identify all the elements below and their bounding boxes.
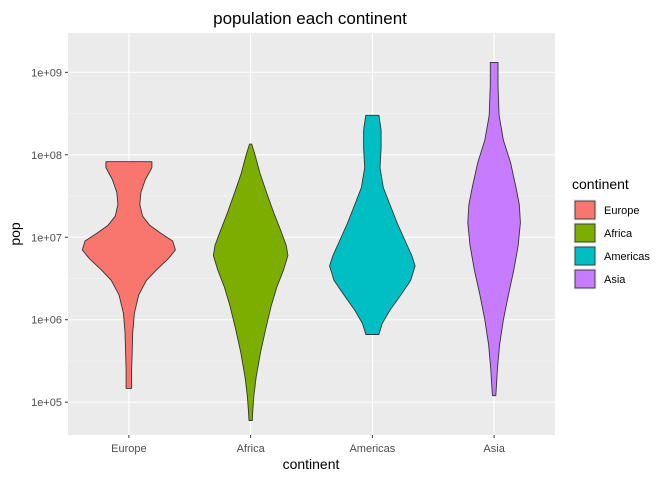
x-axis-title: continent: [283, 456, 340, 472]
violins: [81, 61, 521, 421]
violin-europe: [81, 161, 176, 389]
x-tick-label: Asia: [483, 443, 505, 455]
legend-label-americas: Americas: [604, 251, 650, 263]
legend-key-europe: [574, 200, 596, 220]
legend-title: continent: [572, 176, 629, 192]
legend-key-americas: [574, 246, 596, 266]
x-tick-label: Europe: [111, 443, 146, 455]
y-tick-label: 1e+06: [31, 315, 62, 327]
legend-key-africa: [574, 223, 596, 243]
violin-asia: [467, 61, 521, 397]
legend-label-europe: Europe: [604, 205, 639, 217]
y-tick-label: 1e+05: [31, 397, 62, 409]
y-axis-title: pop: [7, 222, 23, 246]
x-axis: Europe Africa Americas Asia: [111, 435, 506, 455]
x-tick-label: Americas: [349, 443, 395, 455]
y-axis: 1e+05 1e+06 1e+07 1e+08 1e+09: [31, 67, 68, 409]
legend-label-asia: Asia: [604, 274, 626, 286]
y-tick-label: 1e+08: [31, 150, 62, 162]
legend-label-africa: Africa: [604, 228, 633, 240]
legend-key-asia: [574, 269, 596, 289]
y-tick-label: 1e+09: [31, 67, 62, 79]
x-tick-label: Africa: [237, 443, 266, 455]
chart-title: population each continent: [213, 9, 407, 28]
legend: continent Europe Africa Americas Asia: [572, 176, 650, 290]
violin-americas: [329, 114, 416, 335]
violin-africa: [212, 143, 289, 421]
y-tick-label: 1e+07: [31, 232, 62, 244]
